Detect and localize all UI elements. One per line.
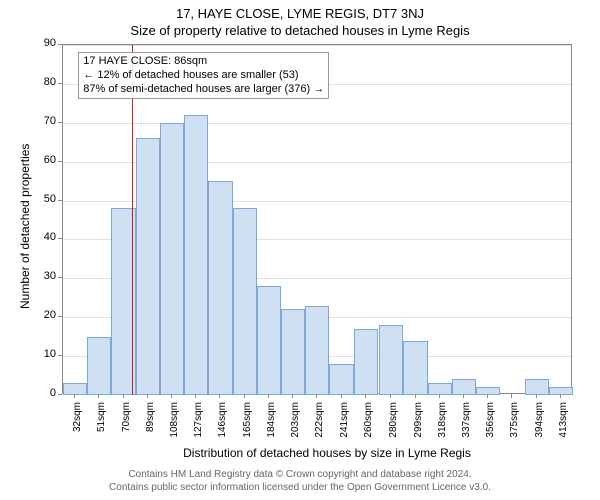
title-line-1: 17, HAYE CLOSE, LYME REGIS, DT7 3NJ bbox=[0, 6, 600, 21]
x-tick bbox=[244, 394, 245, 398]
histogram-bar bbox=[428, 383, 452, 395]
x-tick-label: 165sqm bbox=[242, 402, 253, 452]
y-tick-label: 60 bbox=[34, 154, 56, 166]
x-tick bbox=[390, 394, 391, 398]
y-tick-label: 30 bbox=[34, 270, 56, 282]
x-tick-label: 32sqm bbox=[72, 402, 83, 452]
x-tick bbox=[341, 394, 342, 398]
gridline bbox=[63, 123, 571, 124]
y-tick-label: 40 bbox=[34, 231, 56, 243]
x-tick bbox=[171, 394, 172, 398]
x-tick-label: 375sqm bbox=[509, 402, 520, 452]
x-tick-label: 70sqm bbox=[121, 402, 132, 452]
y-tick-label: 20 bbox=[34, 309, 56, 321]
x-tick-label: 260sqm bbox=[363, 402, 374, 452]
y-tick bbox=[58, 122, 62, 123]
x-tick bbox=[463, 394, 464, 398]
footer-line-2: Contains public sector information licen… bbox=[0, 481, 600, 494]
histogram-bar bbox=[452, 379, 476, 395]
x-tick bbox=[147, 394, 148, 398]
histogram-bar bbox=[354, 329, 378, 395]
x-tick-label: 394sqm bbox=[534, 402, 545, 452]
x-tick bbox=[292, 394, 293, 398]
gridline bbox=[63, 45, 571, 46]
y-tick-label: 10 bbox=[34, 348, 56, 360]
x-tick-label: 108sqm bbox=[169, 402, 180, 452]
histogram-bar bbox=[63, 383, 87, 395]
x-tick-label: 146sqm bbox=[217, 402, 228, 452]
y-tick bbox=[58, 355, 62, 356]
chart-area: 17 HAYE CLOSE: 86sqm← 12% of detached ho… bbox=[62, 44, 572, 394]
footer-line-1: Contains HM Land Registry data © Crown c… bbox=[0, 468, 600, 481]
x-tick bbox=[439, 394, 440, 398]
x-tick bbox=[195, 394, 196, 398]
histogram-bar bbox=[549, 387, 573, 395]
x-tick bbox=[316, 394, 317, 398]
x-tick bbox=[268, 394, 269, 398]
y-tick-label: 0 bbox=[34, 387, 56, 399]
title-block: 17, HAYE CLOSE, LYME REGIS, DT7 3NJ Size… bbox=[0, 0, 600, 38]
plot-frame: 17 HAYE CLOSE: 86sqm← 12% of detached ho… bbox=[62, 44, 572, 394]
title-line-2: Size of property relative to detached ho… bbox=[0, 23, 600, 38]
histogram-bar bbox=[136, 138, 160, 395]
y-axis-label: Number of detached properties bbox=[18, 144, 32, 309]
histogram-bar bbox=[305, 306, 329, 395]
y-tick-label: 90 bbox=[34, 37, 56, 49]
histogram-bar bbox=[160, 123, 184, 395]
y-tick bbox=[58, 200, 62, 201]
x-tick-label: 203sqm bbox=[290, 402, 301, 452]
annotation-line: 17 HAYE CLOSE: 86sqm bbox=[83, 55, 324, 69]
y-tick bbox=[58, 316, 62, 317]
x-tick bbox=[365, 394, 366, 398]
x-tick-label: 280sqm bbox=[388, 402, 399, 452]
histogram-bar bbox=[87, 337, 111, 395]
histogram-bar bbox=[233, 208, 257, 395]
histogram-bar bbox=[403, 341, 427, 395]
x-tick-label: 241sqm bbox=[339, 402, 350, 452]
y-tick bbox=[58, 394, 62, 395]
y-tick-label: 80 bbox=[34, 76, 56, 88]
y-tick-label: 70 bbox=[34, 115, 56, 127]
histogram-bar bbox=[525, 379, 549, 395]
figure-root: 17, HAYE CLOSE, LYME REGIS, DT7 3NJ Size… bbox=[0, 0, 600, 500]
x-tick bbox=[415, 394, 416, 398]
x-tick-label: 356sqm bbox=[485, 402, 496, 452]
x-tick bbox=[74, 394, 75, 398]
histogram-bar bbox=[379, 325, 403, 395]
histogram-bar bbox=[281, 309, 305, 395]
histogram-bar bbox=[329, 364, 353, 395]
x-tick-label: 299sqm bbox=[413, 402, 424, 452]
x-tick-label: 127sqm bbox=[193, 402, 204, 452]
x-tick bbox=[536, 394, 537, 398]
y-tick-label: 50 bbox=[34, 193, 56, 205]
x-tick-label: 318sqm bbox=[437, 402, 448, 452]
x-tick-label: 337sqm bbox=[461, 402, 472, 452]
x-tick-label: 222sqm bbox=[314, 402, 325, 452]
y-tick bbox=[58, 161, 62, 162]
histogram-bar bbox=[184, 115, 208, 395]
histogram-bar bbox=[208, 181, 232, 395]
x-tick bbox=[98, 394, 99, 398]
y-tick bbox=[58, 277, 62, 278]
x-tick-label: 89sqm bbox=[145, 402, 156, 452]
histogram-bar bbox=[257, 286, 281, 395]
x-tick bbox=[511, 394, 512, 398]
y-tick bbox=[58, 238, 62, 239]
x-tick bbox=[560, 394, 561, 398]
x-tick-label: 51sqm bbox=[96, 402, 107, 452]
x-tick-label: 413sqm bbox=[558, 402, 569, 452]
x-tick bbox=[219, 394, 220, 398]
y-tick bbox=[58, 44, 62, 45]
x-tick-label: 184sqm bbox=[266, 402, 277, 452]
x-tick bbox=[487, 394, 488, 398]
attribution-footer: Contains HM Land Registry data © Crown c… bbox=[0, 468, 600, 494]
x-tick bbox=[123, 394, 124, 398]
annotation-box: 17 HAYE CLOSE: 86sqm← 12% of detached ho… bbox=[78, 52, 329, 99]
annotation-line: ← 12% of detached houses are smaller (53… bbox=[83, 69, 324, 83]
y-tick bbox=[58, 83, 62, 84]
annotation-line: 87% of semi-detached houses are larger (… bbox=[83, 83, 324, 97]
histogram-bar bbox=[476, 387, 500, 395]
